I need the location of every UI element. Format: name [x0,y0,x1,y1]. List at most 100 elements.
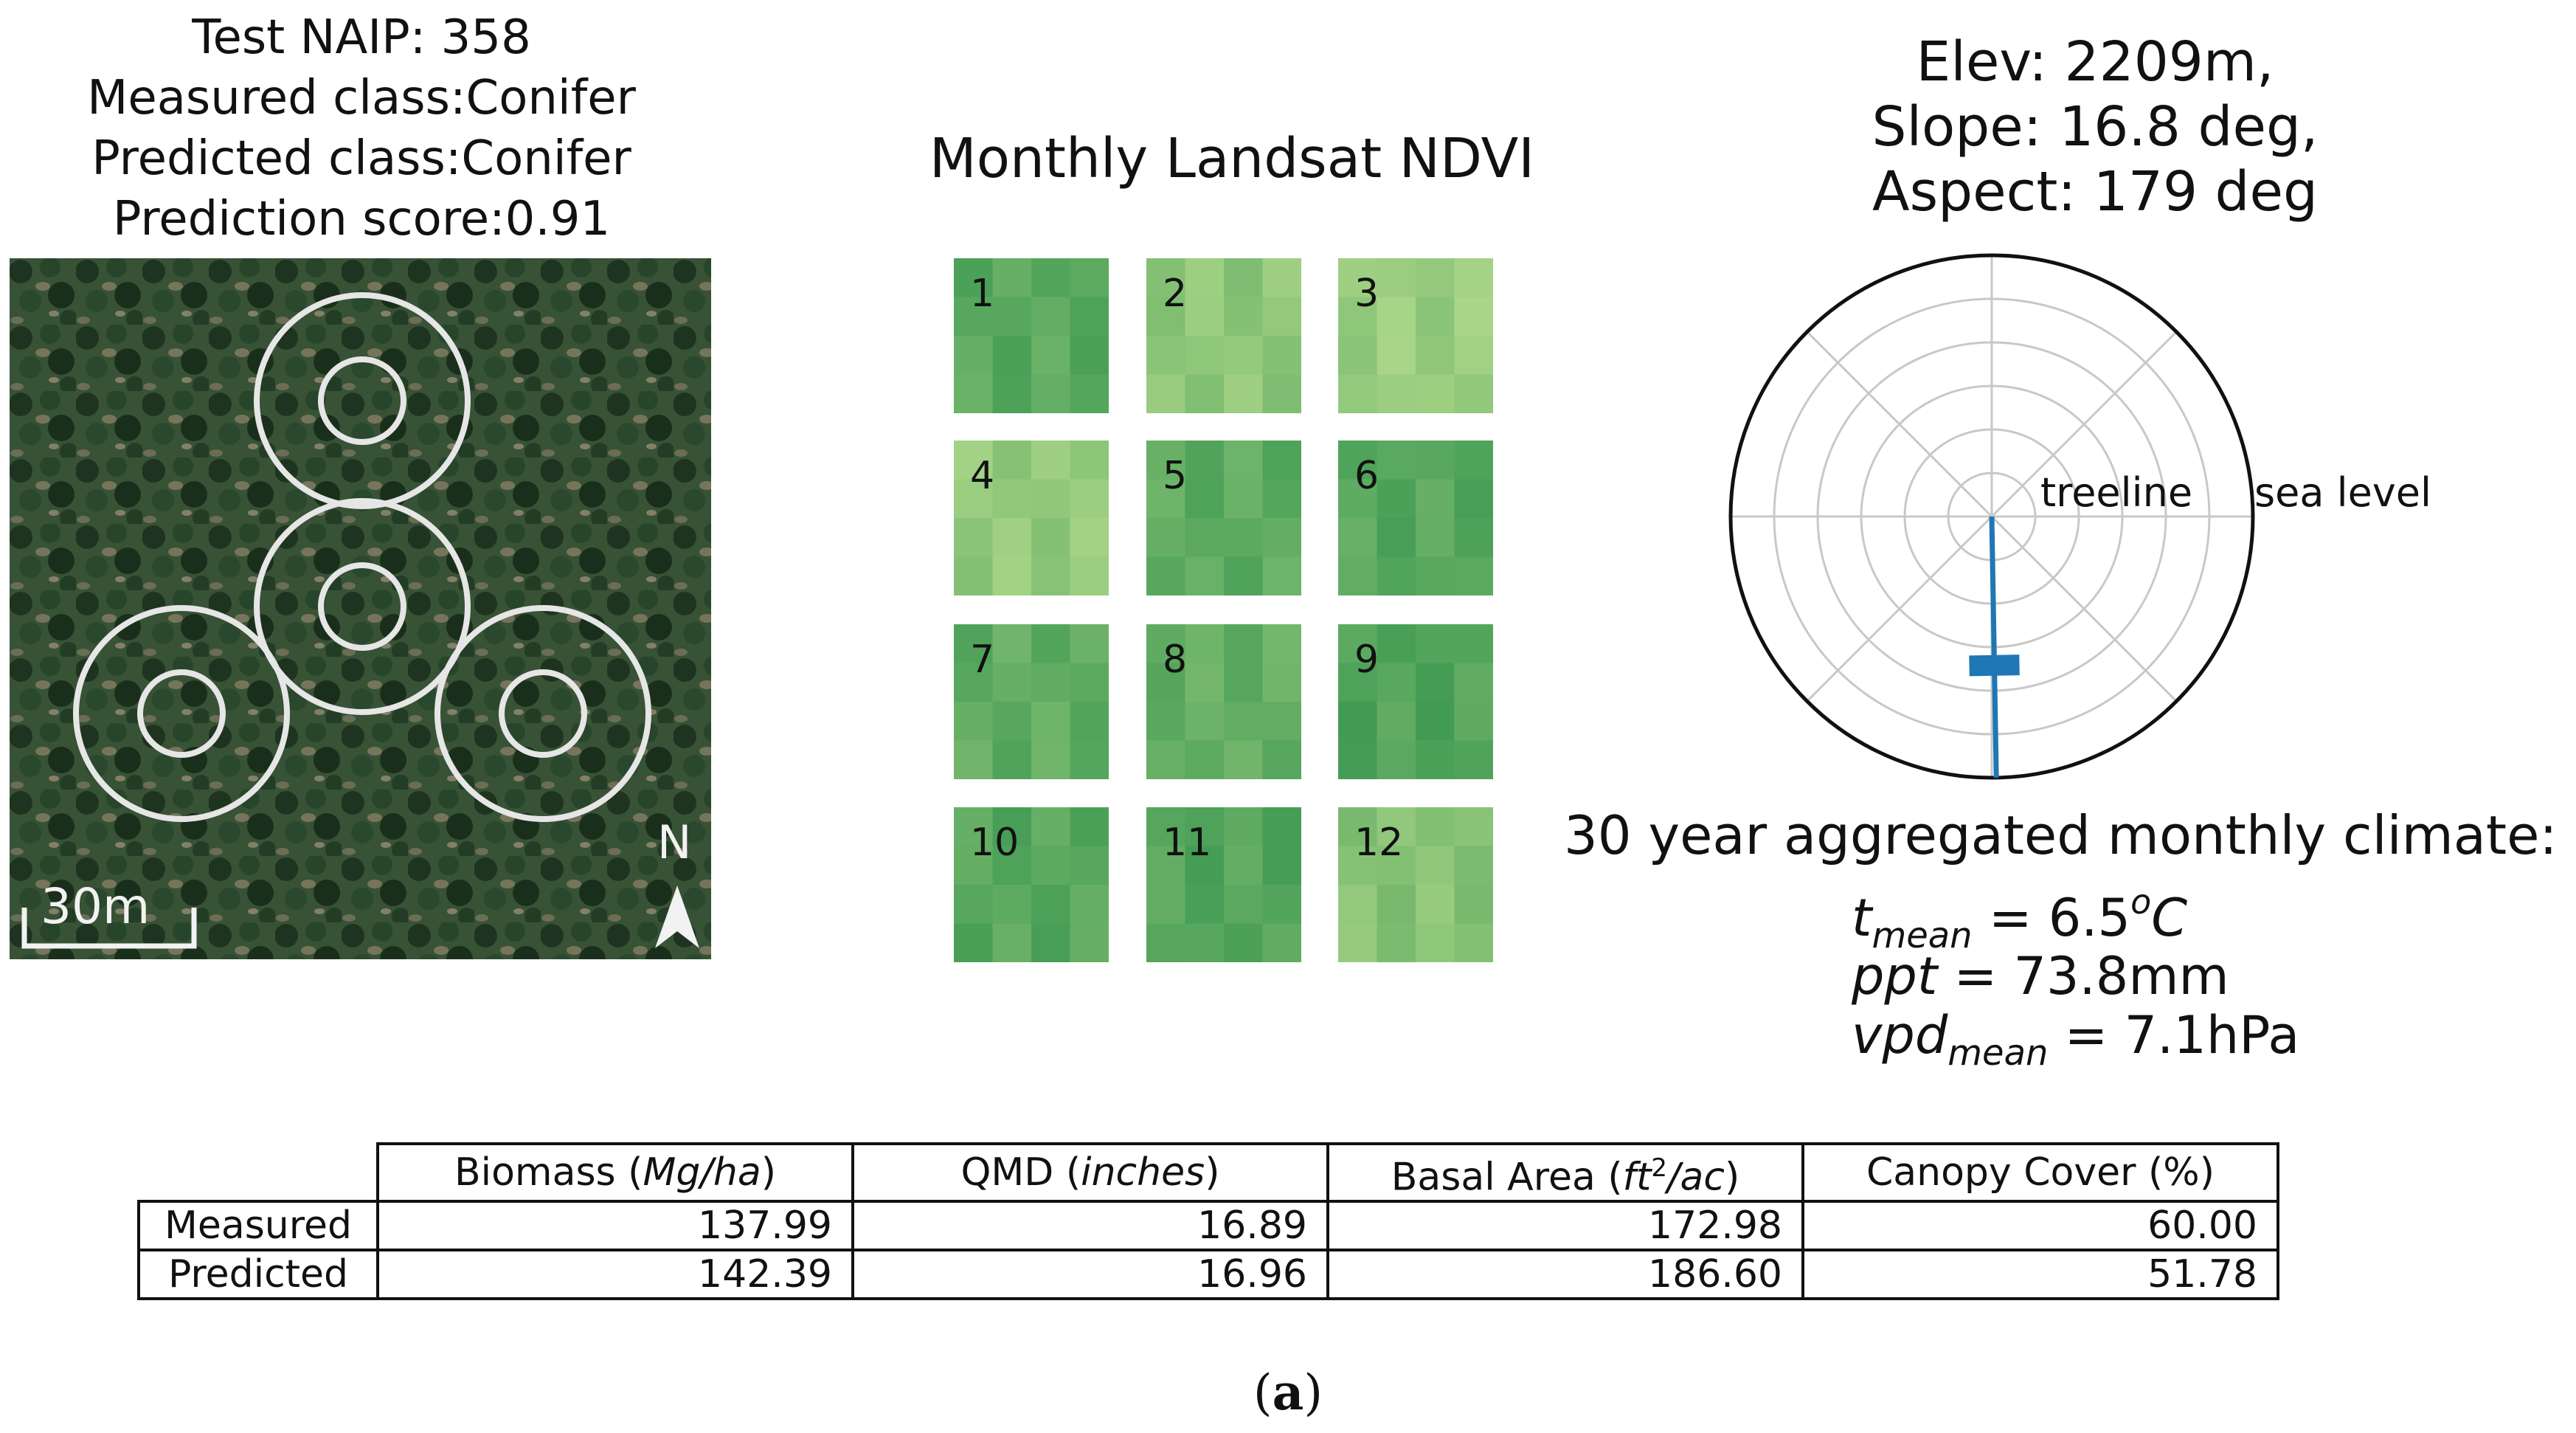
ndvi-pixel [1146,885,1185,924]
ndvi-pixel [1377,556,1416,595]
ndvi-pixel-grid [1146,624,1301,779]
ndvi-pixel [1031,297,1070,336]
ndvi-pixel [1262,441,1301,480]
ndvi-pixel [1146,479,1185,519]
terrain-line: Slope: 16.8 deg, [1872,95,2319,159]
ndvi-pixel [1031,258,1070,297]
ndvi-pixel [954,518,993,557]
ndvi-month-label: 11 [1163,821,1212,865]
naip-title-line: Prediction score:0.91 [112,192,611,246]
ndvi-pixel [954,374,993,413]
ndvi-pixel [1224,258,1263,297]
ndvi-pixel [1454,479,1493,519]
ndvi-month-cell: 12 [1338,807,1493,962]
polar-plot: treeline sea level [1728,253,2431,780]
ndvi-pixel [1070,663,1109,702]
ppt-value: 73.8mm [2013,946,2229,1006]
ndvi-pixel [954,479,993,519]
ndvi-pixel [1070,740,1109,779]
ndvi-pixel [1416,479,1455,519]
header-biomass: Biomass (Mg/ha) [376,1142,854,1204]
ndvi-pixel [1224,556,1263,595]
ndvi-pixel [1070,556,1109,595]
table-corner [139,1144,379,1204]
ndvi-pixel [1262,846,1301,885]
aspect-line [1989,516,1999,778]
ndvi-pixel [1416,923,1455,962]
ndvi-pixel [1416,846,1455,885]
naip-title-line: Measured class:Conifer [87,71,636,125]
ndvi-pixel [1262,923,1301,962]
ndvi-pixel [1031,807,1070,846]
ndvi-pixel [992,374,1032,413]
ndvi-pixel [1454,258,1493,297]
naip-title-line: Test NAIP: 358 [192,10,531,65]
tmean-unit: C [2151,888,2188,948]
ndvi-pixel [1377,297,1416,336]
ndvi-pixel [1262,258,1301,297]
ndvi-pixel [1262,336,1301,375]
ndvi-pixel [1454,556,1493,595]
ndvi-pixel [1070,297,1109,336]
ndvi-pixel [1146,807,1185,846]
ndvi-pixel [1031,624,1070,663]
ndvi-pixel [1454,297,1493,336]
ndvi-pixel [1454,807,1493,846]
ndvi-pixel-grid [954,441,1109,595]
polar-outer-ring [1728,253,2255,780]
ndvi-pixel [1070,336,1109,375]
ndvi-pixel-grid [954,624,1109,779]
ndvi-pixel [1416,518,1455,557]
ndvi-pixel [954,885,993,924]
polar-grid-spoke [1806,331,1993,518]
polar-grid-spoke [1990,515,2178,702]
ndvi-month-label: 10 [970,821,1019,865]
ndvi-pixel [1146,702,1185,741]
ndvi-pixel [1416,740,1455,779]
ndvi-month-label: 7 [970,638,995,682]
ndvi-month-label: 3 [1354,272,1379,316]
ndvi-pixel [1185,374,1225,413]
ndvi-pixel [1146,374,1185,413]
ndvi-pixel [1031,702,1070,741]
ndvi-pixel [1262,518,1301,557]
ndvi-pixel [1377,258,1416,297]
ndvi-pixel [1262,374,1301,413]
ndvi-pixel [1416,807,1455,846]
tmean-sup: o [2130,882,2152,922]
tmean-sub: mean [1872,915,1973,956]
ndvi-pixel [1146,923,1185,962]
ndvi-pixel [1338,702,1377,741]
terrain-line: Elev: 2209m, [1916,30,2274,94]
ndvi-pixel [1224,441,1263,480]
ndvi-pixel [1416,441,1455,480]
ndvi-pixel [1338,518,1377,557]
cell-measured-basal-area: 172.98 [1326,1200,1804,1252]
ndvi-pixel [1416,702,1455,741]
polar-grid-spoke [1806,515,1993,702]
ndvi-pixel [1454,885,1493,924]
ndvi-pixel [1185,297,1225,336]
ndvi-month-label: 2 [1163,272,1188,316]
ndvi-pixel-grid [1338,441,1493,595]
ndvi-pixel-grid [1338,258,1493,413]
ndvi-pixel [1262,663,1301,702]
header-canopy-cover: Canopy Cover (%) [1801,1142,2279,1204]
ndvi-pixel [1454,702,1493,741]
ndvi-pixel [1146,740,1185,779]
climate-title: 30 year aggregated monthly climate: [1564,804,2558,866]
ndvi-pixel [1338,336,1377,375]
ndvi-pixel [1185,846,1225,885]
ndvi-pixel [1146,846,1185,885]
ndvi-month-cell: 8 [1146,624,1301,779]
ppt-symbol: ppt [1852,946,1938,1006]
ndvi-pixel-grid [1338,624,1493,779]
ndvi-pixel [954,297,993,336]
ndvi-pixel [1070,885,1109,924]
ndvi-pixel [1377,807,1416,846]
terrain-header: Elev: 2209m, Slope: 16.8 deg, Aspect: 17… [1682,30,2508,224]
ndvi-pixel [992,702,1032,741]
vpd-value: 7.1hPa [2124,1005,2300,1066]
cell-predicted-basal-area: 186.60 [1326,1249,1804,1301]
ndvi-pixel [1146,336,1185,375]
